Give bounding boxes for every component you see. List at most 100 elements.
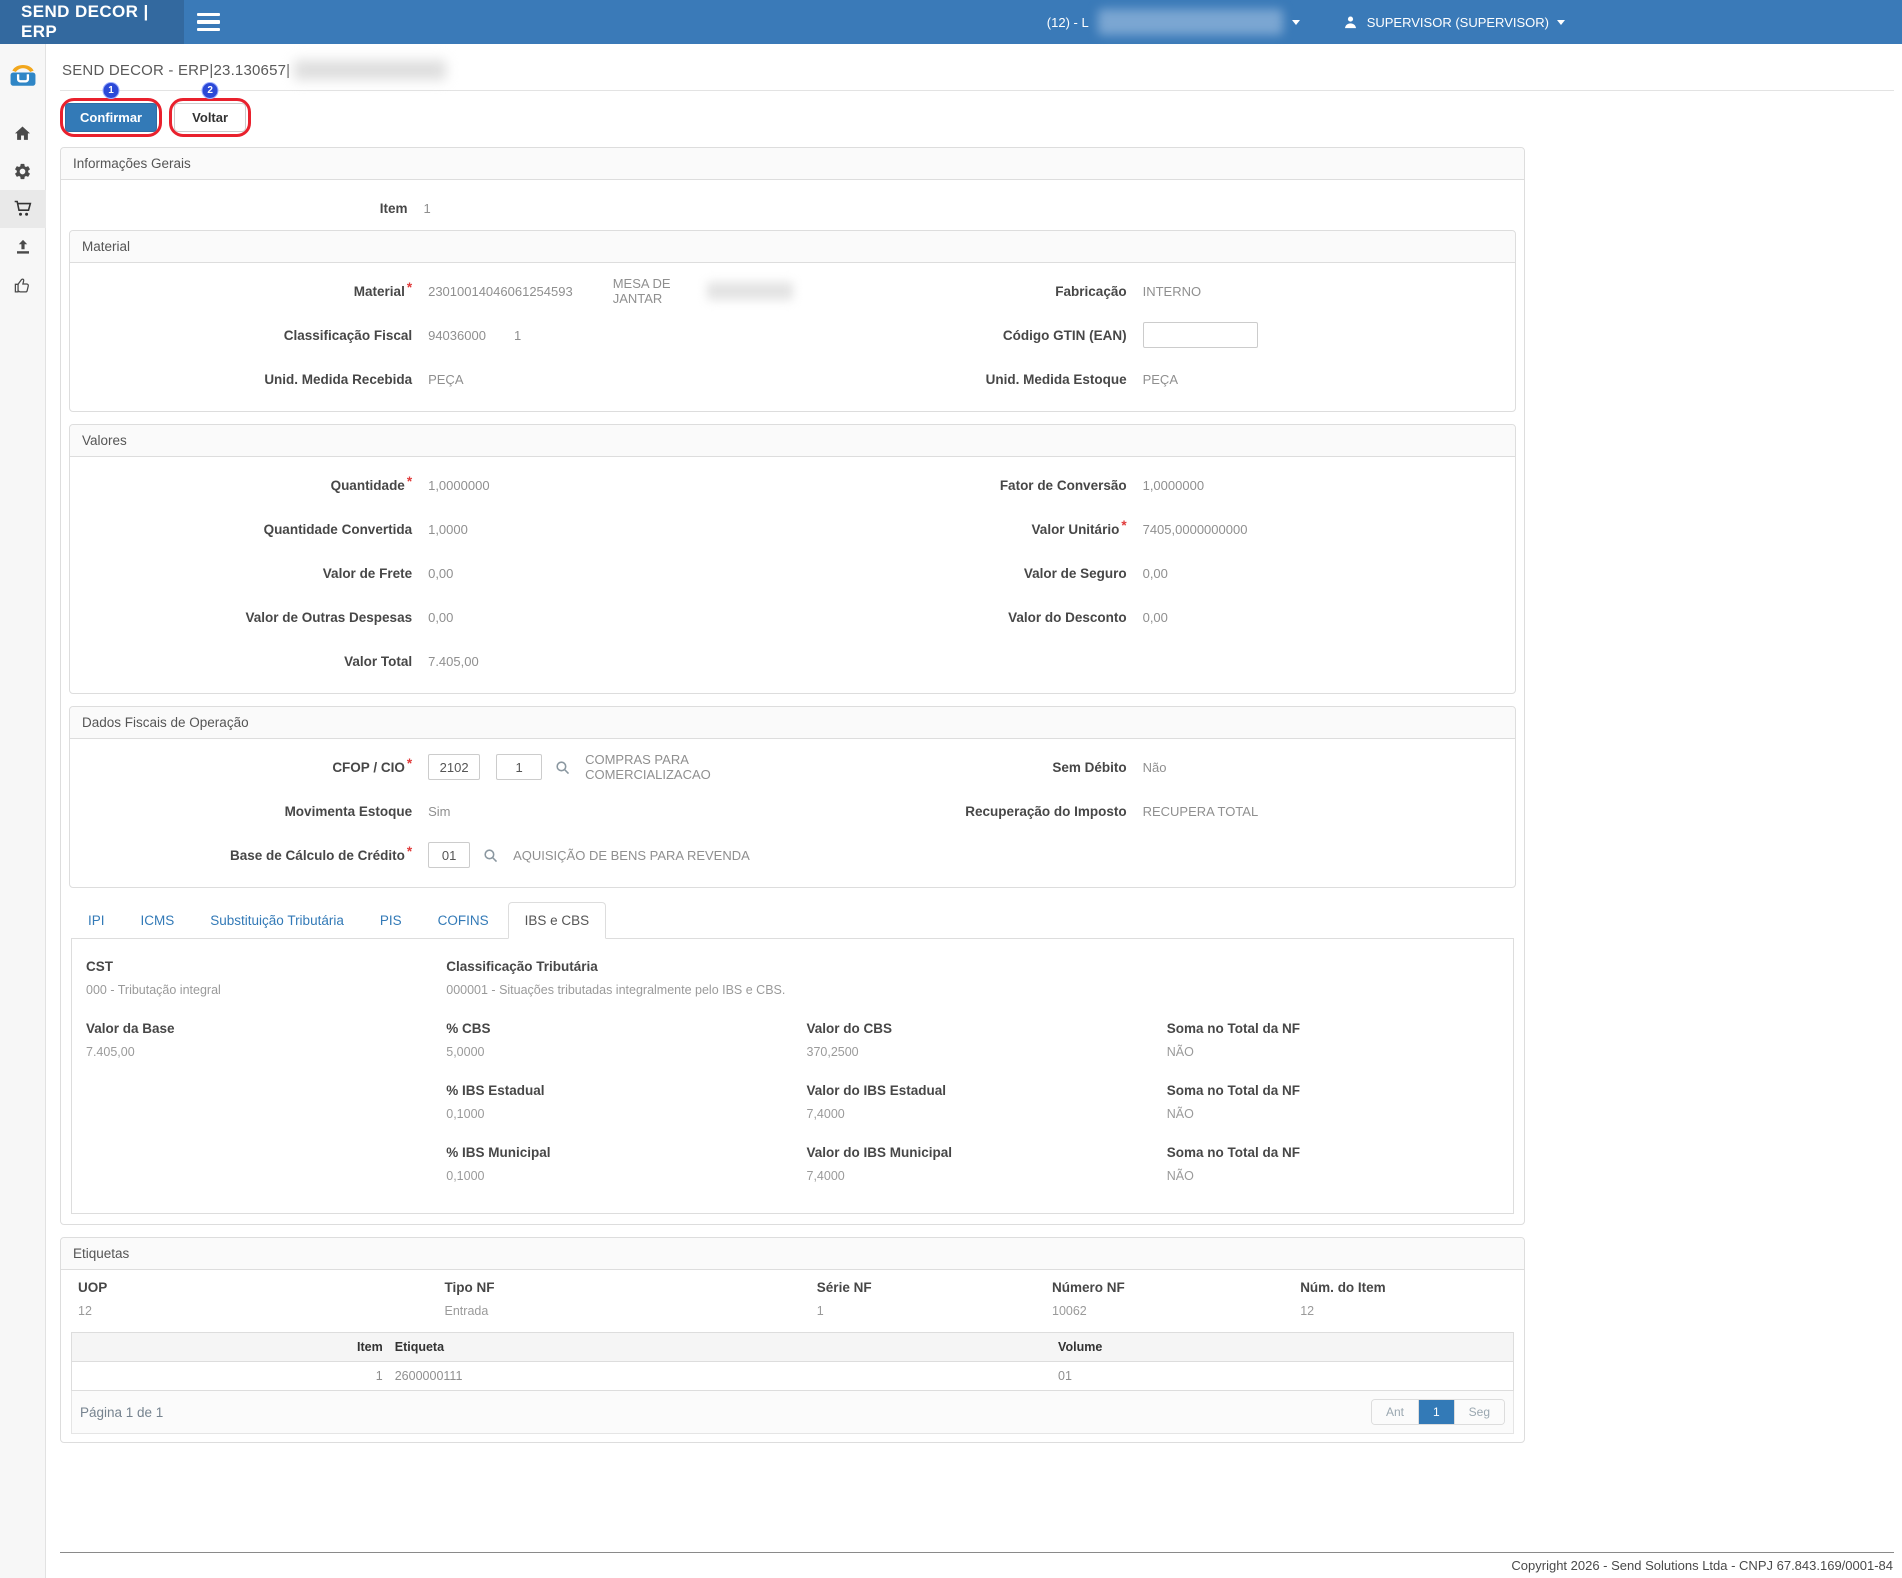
recuperacao-imposto-value: RECUPERA TOTAL <box>1142 803 1259 819</box>
search-icon <box>484 848 498 862</box>
soma-nf-cell: Soma no Total da NF NÃO <box>1153 1145 1513 1183</box>
column-header-item: Item <box>71 1332 389 1362</box>
panel-etiquetas: Etiquetas UOP 12 Tipo NF Entrada Série N… <box>60 1237 1525 1443</box>
cfop-input[interactable] <box>428 754 481 780</box>
gtin-input[interactable] <box>1142 322 1258 348</box>
valor-ibs-estadual-cell: Valor do IBS Estadual 7,4000 <box>793 1083 1153 1121</box>
pagination-page-1-button[interactable]: 1 <box>1418 1400 1455 1424</box>
gears-icon <box>15 163 30 179</box>
app-brand[interactable]: SEND DECOR | ERP <box>0 0 184 44</box>
etiquetas-table: Item Etiqueta Volume 1 2600000111 01 <box>71 1332 1514 1391</box>
tab-ibs-e-cbs[interactable]: IBS e CBS <box>507 902 607 939</box>
app-logo-icon[interactable] <box>0 54 46 98</box>
hamburger-menu-icon[interactable] <box>197 12 220 32</box>
material-label: Material <box>78 284 428 299</box>
item-label: Item <box>379 200 408 216</box>
cell-volume: 01 <box>1052 1361 1514 1391</box>
redacted-title-segment <box>294 60 447 80</box>
classificacao-tributaria-value: 000001 - Situações tributadas integralme… <box>446 983 786 997</box>
field-movimenta-estoque: Movimenta Estoque Sim <box>78 789 793 833</box>
tab-ipi[interactable]: IPI <box>88 913 105 928</box>
field-valor-seguro: Valor de Seguro 0,00 <box>793 551 1508 595</box>
tax-tabs: IPI ICMS Substituição Tributária PIS COF… <box>71 902 1514 939</box>
column-header-volume: Volume <box>1052 1332 1514 1362</box>
sem-debito-value: Não <box>1142 759 1167 775</box>
pct-ibs-municipal-value: 0,1000 <box>446 1169 485 1183</box>
base-calculo-credito-input[interactable] <box>428 842 471 868</box>
panel-heading: Material <box>70 231 1515 263</box>
valor-base-cell: Valor da Base 7.405,00 <box>72 1021 432 1059</box>
cfop-search-button[interactable] <box>554 759 571 776</box>
cio-input[interactable] <box>496 754 543 780</box>
confirm-button[interactable]: Confirmar <box>65 103 158 132</box>
cart-icon <box>14 200 31 216</box>
material-description: MESA DE JANTAR <box>612 276 671 306</box>
field-base-calculo-credito: Base de Cálculo de Crédito <box>78 833 793 877</box>
thumbs-up-icon <box>14 277 29 293</box>
movimenta-estoque-value: Sim <box>428 803 451 819</box>
pct-ibs-municipal-label: % IBS Municipal <box>446 1145 551 1160</box>
valor-desconto-value: 0,00 <box>1142 609 1168 625</box>
user-label: SUPERVISOR (SUPERVISOR) <box>1366 14 1549 30</box>
valor-unitario-value: 7405,0000000000 <box>1142 521 1248 537</box>
base-calculo-credito-label: Base de Cálculo de Crédito <box>78 848 428 863</box>
top-navbar: SEND DECOR | ERP (12) - L SUPERVISOR (SU… <box>0 0 1902 44</box>
navbar-right: (12) - L SUPERVISOR (SUPERVISOR) <box>1047 9 1565 35</box>
user-menu[interactable]: SUPERVISOR (SUPERVISOR) <box>1342 14 1565 31</box>
cst-label: CST <box>86 959 113 974</box>
pagination-next-button[interactable]: Seg <box>1454 1400 1504 1424</box>
footer-divider <box>60 1552 1894 1553</box>
valor-seguro-label: Valor de Seguro <box>1023 565 1127 581</box>
num-item-cell: Núm. do Item 12 <box>1294 1280 1515 1318</box>
pct-cbs-value: 5,0000 <box>446 1045 485 1059</box>
page-title: SEND DECOR - ERP|23.130657| <box>62 60 1902 80</box>
fabricacao-label: Fabricação <box>1055 283 1127 299</box>
field-quantidade: Quantidade 1,0000000 <box>78 463 793 507</box>
home-icon <box>14 126 31 140</box>
field-valor-desconto: Valor do Desconto 0,00 <box>793 595 1508 639</box>
valor-ibs-municipal-label: Valor do IBS Municipal <box>806 1145 953 1160</box>
sidebar-item-upload[interactable] <box>0 228 46 266</box>
field-unid-medida-recebida: Unid. Medida Recebida PEÇA <box>78 357 793 401</box>
panel-heading: Informações Gerais <box>61 148 1524 180</box>
cell-item: 1 <box>71 1361 389 1391</box>
num-item-value: 12 <box>1300 1304 1315 1318</box>
pagination-prev-button[interactable]: Ant <box>1371 1400 1419 1424</box>
redacted-material-description <box>707 282 793 300</box>
company-context-dropdown[interactable]: (12) - L <box>1047 9 1300 35</box>
unid-medida-estoque-value: PEÇA <box>1142 371 1178 387</box>
field-cfop-cio: CFOP / CIO <box>78 745 793 789</box>
valor-ibs-municipal-cell: Valor do IBS Municipal 7,4000 <box>793 1145 1153 1183</box>
field-classificacao-fiscal: Classificação Fiscal 94036000 1 <box>78 313 793 357</box>
base-calculo-description: AQUISIÇÃO DE BENS PARA REVENDA <box>513 847 750 863</box>
redacted-context-name <box>1097 9 1283 35</box>
tab-pis[interactable]: PIS <box>379 913 402 928</box>
tab-substituicao-tributaria[interactable]: Substituição Tributária <box>210 913 344 928</box>
soma-nf-value: NÃO <box>1166 1169 1194 1183</box>
base-calculo-search-button[interactable] <box>482 847 499 864</box>
tab-icms[interactable]: ICMS <box>140 913 175 928</box>
sidebar-item-settings[interactable] <box>0 152 46 190</box>
tab-cofins[interactable]: COFINS <box>437 913 489 928</box>
numero-nf-cell: Número NF 10062 <box>1046 1280 1294 1318</box>
unid-medida-recebida-value: PEÇA <box>428 371 464 387</box>
sidebar-item-home[interactable] <box>0 114 46 152</box>
valor-base-label: Valor da Base <box>86 1021 175 1036</box>
num-item-label: Núm. do Item <box>1300 1280 1386 1295</box>
column-header-etiqueta: Etiqueta <box>388 1332 1053 1362</box>
soma-nf-cell: Soma no Total da NF NÃO <box>1153 1083 1513 1121</box>
back-button[interactable]: Voltar <box>174 103 247 132</box>
copyright-text: Copyright 2026 - Send Solutions Ltda - C… <box>1511 1558 1893 1573</box>
field-valor-unitario: Valor Unitário 7405,0000000000 <box>793 507 1508 551</box>
soma-nf-value: NÃO <box>1166 1107 1194 1121</box>
table-row: 1 2600000111 01 <box>71 1361 1514 1391</box>
classificacao-fiscal-label: Classificação Fiscal <box>283 327 413 343</box>
sidebar-item-approvals[interactable] <box>0 266 46 304</box>
classificacao-fiscal-code: 94036000 <box>428 327 486 343</box>
unid-medida-recebida-label: Unid. Medida Recebida <box>264 371 413 387</box>
field-recuperacao-imposto: Recuperação do Imposto RECUPERA TOTAL <box>793 789 1508 833</box>
sidebar-item-purchases[interactable] <box>0 190 46 228</box>
soma-nf-label: Soma no Total da NF <box>1166 1021 1301 1036</box>
table-header-row: Item Etiqueta Volume <box>71 1332 1514 1362</box>
